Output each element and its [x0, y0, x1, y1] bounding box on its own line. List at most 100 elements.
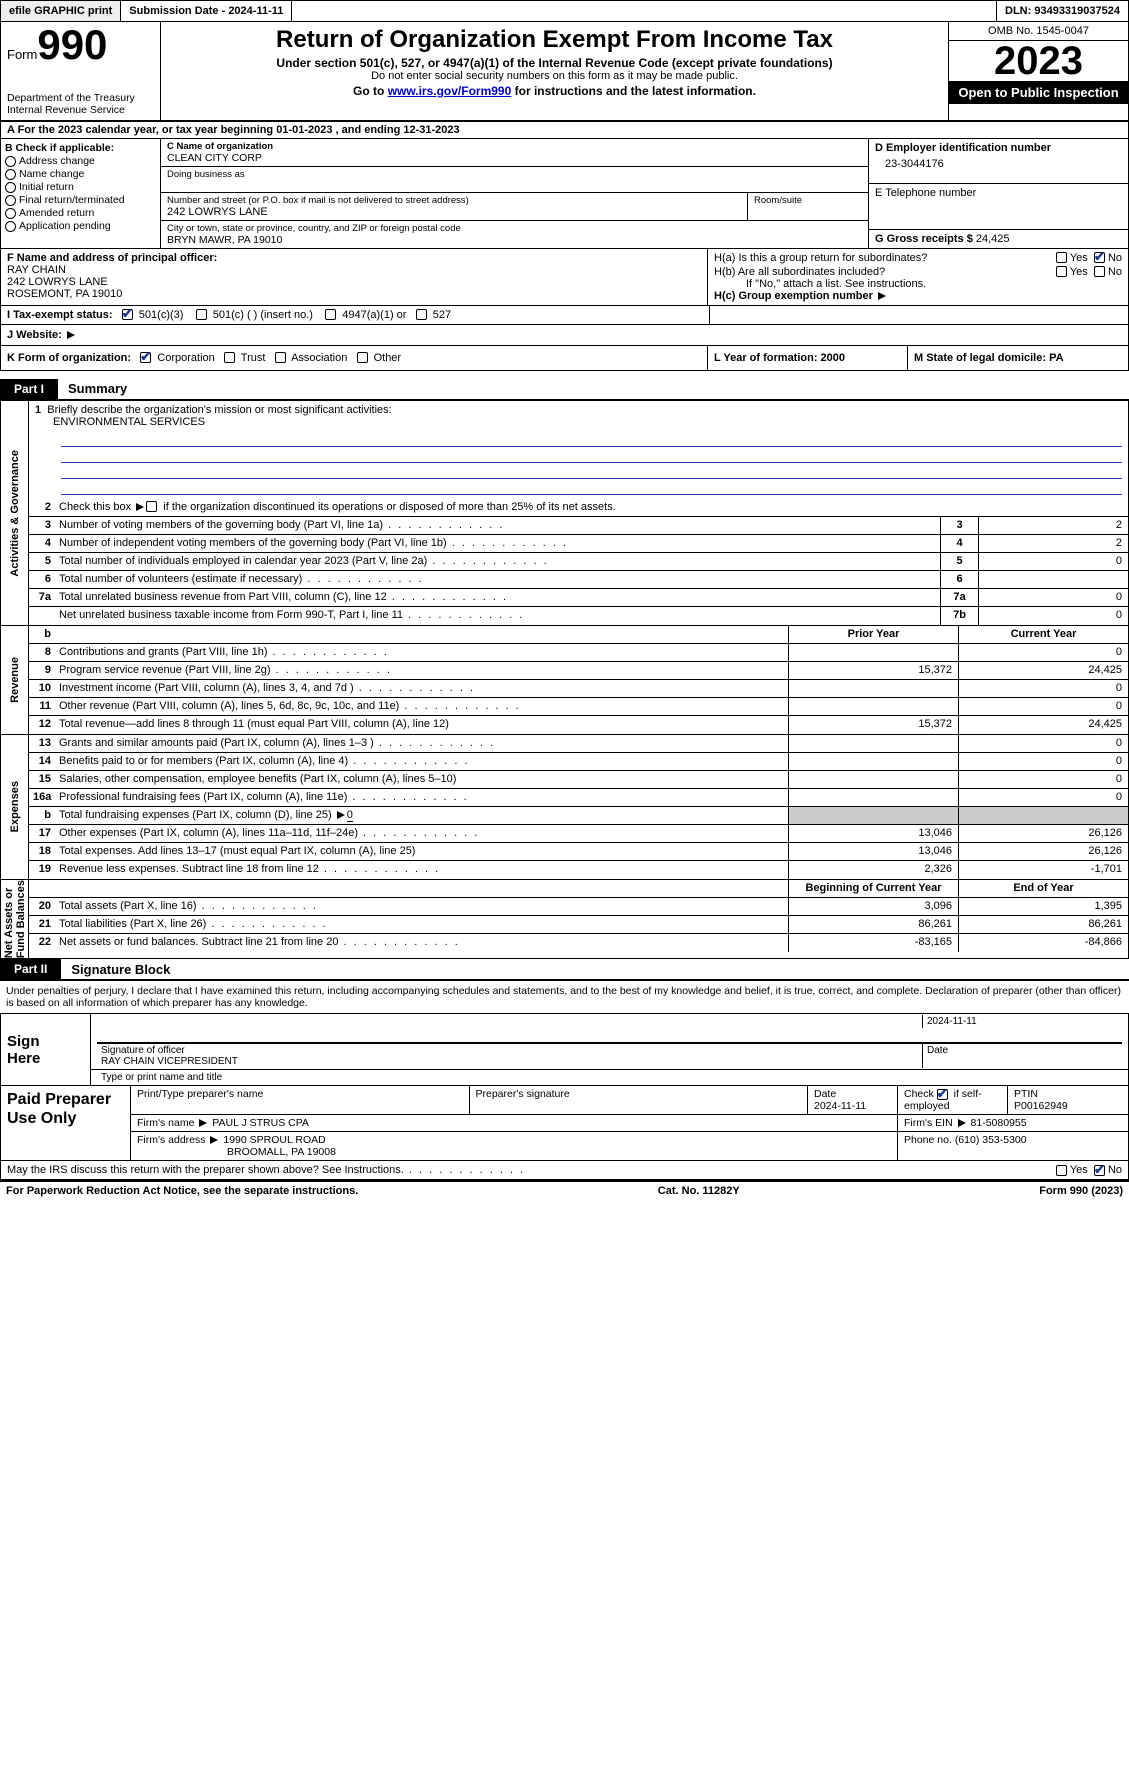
hb-label: H(b) Are all subordinates included? — [714, 266, 1056, 278]
ha-no[interactable] — [1094, 252, 1105, 263]
room-label: Room/suite — [754, 195, 862, 206]
discuss-no[interactable] — [1094, 1165, 1105, 1176]
sign-date: 2024-11-11 — [922, 1015, 1122, 1028]
org-name-label: C Name of organization — [167, 141, 862, 152]
k-label: K Form of organization: — [7, 352, 131, 364]
street-label: Number and street (or P.O. box if mail i… — [167, 195, 741, 206]
org-name: CLEAN CITY CORP — [167, 152, 862, 164]
form990-link[interactable]: www.irs.gov/Form990 — [388, 84, 512, 98]
line2: Check this box if the organization disco… — [55, 499, 1128, 516]
city: BRYN MAWR, PA 19010 — [167, 234, 862, 246]
hc-label: H(c) Group exemption number — [714, 290, 1122, 302]
ha-yes[interactable] — [1056, 252, 1067, 263]
prior-year-hdr: Prior Year — [788, 626, 958, 643]
officer-name: RAY CHAIN — [7, 264, 701, 276]
discuss-row: May the IRS discuss this return with the… — [0, 1161, 1129, 1180]
c11: 0 — [958, 698, 1128, 715]
cb-amended-return[interactable]: Amended return — [5, 207, 156, 219]
year-formation: L Year of formation: 2000 — [708, 346, 908, 370]
c8: 0 — [958, 644, 1128, 661]
v6 — [978, 571, 1128, 588]
hb-no[interactable] — [1094, 266, 1105, 277]
form-title: Return of Organization Exempt From Incom… — [169, 26, 940, 54]
ein: 23-3044176 — [875, 158, 1122, 170]
prep-sig-hdr: Preparer's signature — [470, 1086, 809, 1114]
tax-year: 2023 — [949, 41, 1128, 81]
cb-4947[interactable] — [325, 309, 336, 320]
h-questions: H(a) Is this a group return for subordin… — [708, 249, 1128, 305]
cb-name-change[interactable]: Name change — [5, 168, 156, 180]
cb-corporation[interactable] — [140, 352, 151, 363]
state-domicile: M State of legal domicile: PA — [908, 346, 1128, 370]
line19: Revenue less expenses. Subtract line 18 … — [55, 861, 788, 879]
no-3: No — [1108, 1164, 1122, 1176]
officer-addr1: 242 LOWRYS LANE — [7, 276, 701, 288]
principal-officer: F Name and address of principal officer:… — [1, 249, 708, 305]
c16a: 0 — [958, 789, 1128, 806]
line17: Other expenses (Part IX, column (A), lin… — [55, 825, 788, 842]
tax-exempt-status: I Tax-exempt status: 501(c)(3) 501(c) ( … — [0, 306, 709, 325]
efile-print-button[interactable]: efile GRAPHIC print — [1, 1, 121, 21]
vtab-revenue: Revenue — [1, 626, 29, 734]
sig-label: Signature of officer — [101, 1045, 185, 1056]
submission-date: Submission Date - 2024-11-11 — [121, 1, 292, 21]
tel-label: E Telephone number — [875, 187, 1122, 199]
p11 — [788, 698, 958, 715]
p13 — [788, 735, 958, 752]
form-footer: Form 990 (2023) — [1039, 1185, 1123, 1197]
cb-address-change[interactable]: Address change — [5, 155, 156, 167]
cb-final-return[interactable]: Final return/terminated — [5, 194, 156, 206]
website-label: J Website: — [7, 329, 65, 341]
cb-discontinued[interactable] — [146, 501, 157, 512]
cb-501c3[interactable] — [122, 309, 133, 320]
line7b: Net unrelated business taxable income fr… — [55, 607, 940, 625]
ha-label: H(a) Is this a group return for subordin… — [714, 252, 1056, 264]
c16b-shade — [958, 807, 1128, 824]
part2-title: Signature Block — [61, 962, 170, 977]
gross-receipts: 24,425 — [976, 233, 1010, 245]
goto-prefix: Go to — [353, 84, 388, 98]
line1-label: Briefly describe the organization's miss… — [47, 404, 391, 416]
officer-sig-name: RAY CHAIN VICEPRESIDENT — [101, 1056, 238, 1067]
p15 — [788, 771, 958, 788]
line6: Total number of volunteers (estimate if … — [55, 571, 940, 588]
cb-501c[interactable] — [196, 309, 207, 320]
cb-initial-return[interactable]: Initial return — [5, 181, 156, 193]
line20: Total assets (Part X, line 16) — [55, 898, 788, 915]
part1-tag: Part I — [0, 379, 58, 399]
tel-cell: E Telephone number — [869, 184, 1128, 230]
p12: 15,372 — [788, 716, 958, 734]
part2-header: Part II Signature Block — [0, 959, 1129, 981]
header-right: OMB No. 1545-0047 2023 Open to Public In… — [948, 22, 1128, 120]
line13: Grants and similar amounts paid (Part IX… — [55, 735, 788, 752]
p14 — [788, 753, 958, 770]
hb-yes[interactable] — [1056, 266, 1067, 277]
beg-year-hdr: Beginning of Current Year — [788, 880, 958, 897]
p16a — [788, 789, 958, 806]
header-mid: Return of Organization Exempt From Incom… — [161, 22, 948, 120]
department: Department of the Treasury Internal Reve… — [7, 92, 154, 116]
col-b-header: B Check if applicable: — [5, 142, 156, 154]
form-990: 990 — [37, 21, 107, 68]
cb-association[interactable] — [275, 352, 286, 363]
c12: 24,425 — [958, 716, 1128, 734]
e22: -84,866 — [958, 934, 1128, 952]
form-number: Form990 — [7, 26, 154, 64]
line4: Number of independent voting members of … — [55, 535, 940, 552]
cb-trust[interactable] — [224, 352, 235, 363]
arrow-icon — [878, 292, 886, 300]
cb-other[interactable] — [357, 352, 368, 363]
discuss-yes[interactable] — [1056, 1165, 1067, 1176]
e21: 86,261 — [958, 916, 1128, 933]
cb-527[interactable] — [416, 309, 427, 320]
line22: Net assets or fund balances. Subtract li… — [55, 934, 788, 952]
city-label: City or town, state or province, country… — [167, 223, 862, 234]
line3: Number of voting members of the governin… — [55, 517, 940, 534]
activities-governance: Activities & Governance 1 Briefly descri… — [0, 401, 1129, 626]
goto-suffix: for instructions and the latest informat… — [511, 84, 756, 98]
paid-preparer-label: Paid Preparer Use Only — [1, 1086, 131, 1160]
col-c: C Name of organization CLEAN CITY CORP D… — [161, 139, 868, 248]
b22: -83,165 — [788, 934, 958, 952]
cb-self-employed[interactable] — [937, 1089, 948, 1100]
cb-application-pending[interactable]: Application pending — [5, 220, 156, 232]
